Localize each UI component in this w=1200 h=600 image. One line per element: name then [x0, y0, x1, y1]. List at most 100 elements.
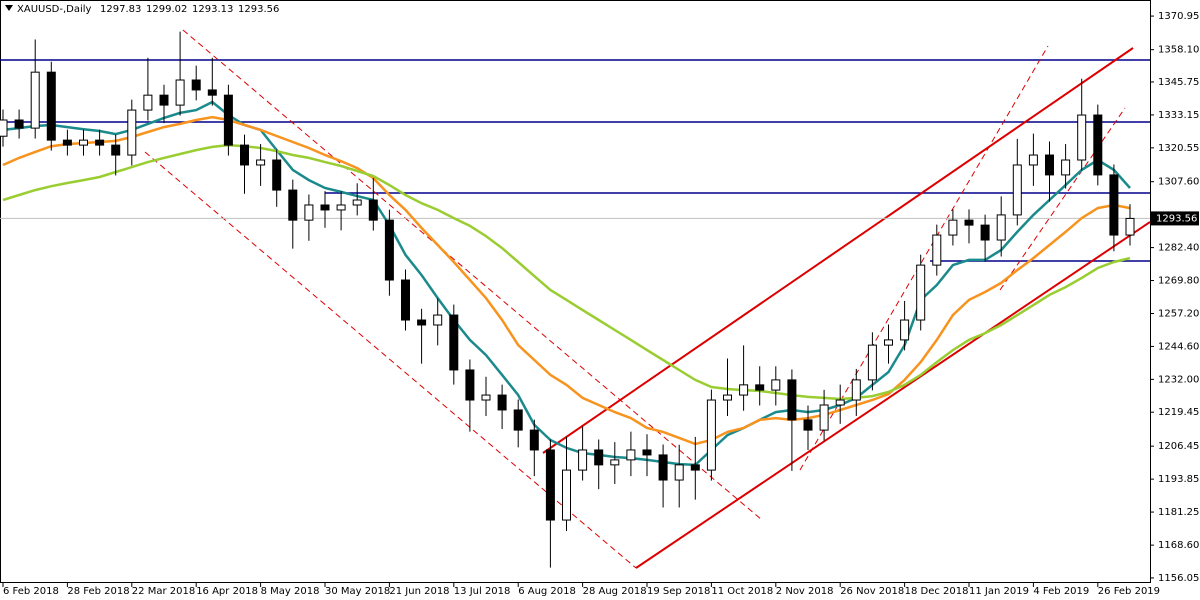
candle-body [336, 204, 346, 211]
candle-body [867, 344, 877, 381]
y-tick-label: 1156.05 [1158, 573, 1199, 584]
candle-body [159, 94, 169, 106]
candle-body [0, 119, 8, 137]
y-tick-label: 1370.95 [1158, 11, 1199, 22]
candle-body [948, 219, 958, 236]
candle-body [191, 79, 201, 91]
candle-body [1028, 154, 1038, 166]
candle-body [594, 449, 604, 466]
candle-body [1125, 217, 1135, 236]
x-tick-label: 21 Jun 2018 [389, 586, 449, 597]
x-tick-label: 19 Sep 2018 [647, 586, 710, 597]
candle-body [1093, 114, 1103, 176]
candle-body [95, 139, 105, 146]
candle-body [368, 199, 378, 221]
x-tick-label: 11 Oct 2018 [711, 586, 773, 597]
x-tick-label: 26 Feb 2019 [1098, 586, 1160, 597]
trend-line [635, 221, 1151, 569]
y-tick-label: 1232.00 [1158, 374, 1199, 385]
y-tick-label: 1282.40 [1158, 243, 1199, 254]
candle-body [207, 89, 217, 96]
x-tick-label: 22 Mar 2018 [132, 586, 195, 597]
y-tick-label: 1358.10 [1158, 45, 1199, 56]
candle-body [223, 94, 233, 146]
x-tick-label: 26 Nov 2018 [840, 586, 904, 597]
candle-body [111, 144, 121, 156]
y-tick-label: 1244.60 [1158, 341, 1199, 352]
candle-body [932, 234, 942, 266]
candle-body [1109, 174, 1119, 236]
candle-body [256, 159, 266, 166]
candle-body [14, 119, 24, 129]
y-tick-label: 1307.60 [1158, 177, 1199, 188]
price-label-bg [1151, 211, 1199, 226]
trend-line [542, 47, 1134, 454]
candle-body [352, 199, 362, 206]
candle-body [723, 394, 732, 401]
candle-body [143, 94, 153, 111]
candle-body [497, 394, 507, 411]
candle-body [835, 399, 845, 406]
candle-body [739, 384, 749, 396]
candle-body [417, 319, 427, 326]
candle-body [819, 404, 829, 431]
x-tick-label: 6 Feb 2018 [3, 586, 59, 597]
candle-body [449, 314, 459, 371]
candle-body [79, 139, 88, 146]
candle-body [658, 454, 668, 481]
candle-body [626, 449, 636, 461]
x-tick-label: 18 Dec 2018 [905, 586, 969, 597]
y-tick-label: 1219.45 [1158, 407, 1199, 418]
y-tick-label: 1206.45 [1158, 441, 1199, 452]
candle-body [1061, 159, 1071, 176]
candle-body [690, 464, 700, 471]
y-tick-label: 1168.60 [1158, 540, 1199, 551]
candle-body [900, 319, 910, 341]
candle-body [46, 71, 56, 141]
menu-arrow[interactable] [5, 5, 13, 11]
candle-body [62, 139, 72, 146]
candle-body [1077, 114, 1087, 161]
candle-body [1045, 154, 1054, 176]
y-tick-label: 1320.55 [1158, 143, 1199, 154]
candle-body [787, 379, 797, 421]
y-tick-label: 1345.75 [1158, 77, 1199, 88]
header-value: 1297.83 [100, 4, 141, 15]
candle-body [980, 224, 990, 241]
candle-body [240, 144, 249, 166]
candle-body [884, 339, 893, 346]
x-tick-label: 11 Jan 2019 [969, 586, 1029, 597]
x-tick-label: 13 Jul 2018 [454, 586, 511, 597]
x-tick-label: 28 Aug 2018 [583, 586, 647, 597]
candle-body [578, 449, 588, 471]
candle-body [481, 394, 491, 401]
candle-body [674, 464, 684, 481]
candle-body [771, 379, 781, 391]
y-tick-label: 1257.20 [1158, 308, 1199, 319]
header-value: 1299.02 [146, 4, 187, 15]
candle-body [706, 399, 716, 471]
candle-body [916, 264, 926, 321]
candle-body [320, 204, 330, 211]
candle-body [851, 379, 861, 401]
candle-body [127, 109, 137, 156]
candle-body [996, 214, 1006, 241]
candle-body [401, 279, 410, 321]
candle-body [529, 429, 539, 451]
candle-body [545, 449, 555, 521]
x-tick-label: 30 May 2018 [325, 586, 390, 597]
candle-body [610, 459, 620, 466]
chart-title: XAUUSD-,Daily [17, 4, 92, 15]
x-tick-label: 4 Feb 2019 [1033, 586, 1089, 597]
candle-body [1012, 164, 1022, 216]
x-tick-label: 6 Aug 2018 [518, 586, 576, 597]
candle-body [642, 449, 652, 456]
price-label: 1293.56 [1156, 213, 1197, 224]
candle-body [384, 219, 394, 281]
candle-body [30, 71, 40, 129]
trend-line [182, 29, 763, 521]
candles [0, 31, 1135, 568]
y-tick-label: 1269.80 [1158, 276, 1199, 287]
